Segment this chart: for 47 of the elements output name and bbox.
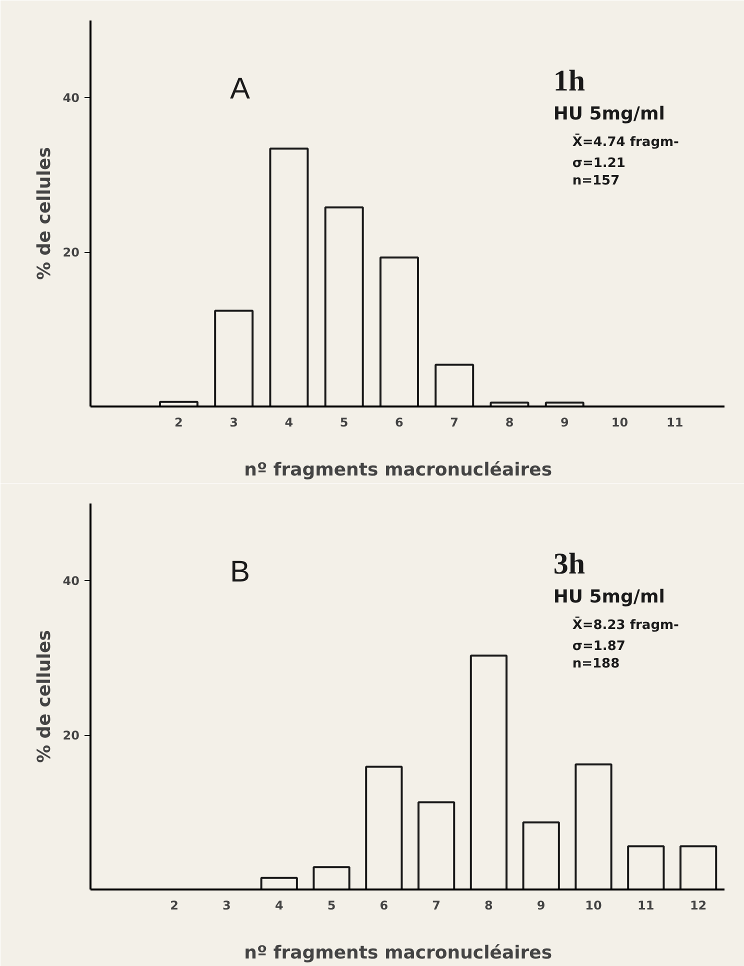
annotation: X̄=8.23 fragm- [572, 616, 679, 633]
bar [365, 766, 403, 890]
x-tick-label: 7 [432, 898, 441, 912]
bar [574, 763, 612, 890]
x-tick-label: 7 [450, 416, 459, 430]
x-tick-label: 2 [170, 898, 179, 912]
annotation: 3h [553, 548, 586, 581]
annotation: n=188 [572, 656, 620, 672]
annotation: 1h [553, 64, 586, 98]
x-tick-label: 9 [560, 416, 569, 430]
annotation: X̄=4.74 fragm- [572, 133, 679, 150]
y-axis-title: % de cellules [34, 630, 55, 763]
x-tick-label: 4 [284, 416, 294, 430]
y-tick-label: 40 [62, 91, 80, 106]
y-tick-label: 40 [62, 574, 80, 588]
annotation: B [230, 555, 250, 588]
annotation: n=157 [572, 173, 620, 188]
x-tick-label: 4 [274, 898, 284, 912]
x-tick-label: 6 [380, 898, 388, 912]
y-axis-title: % de cellules [34, 147, 55, 280]
y-tick-label: 20 [62, 728, 80, 743]
x-tick-label: 8 [505, 416, 514, 430]
x-tick-label: 8 [484, 898, 493, 912]
bar [324, 206, 364, 406]
x-tick-label: 9 [536, 898, 546, 912]
y-tick-label: 20 [62, 246, 80, 260]
x-tick-label: 11 [666, 416, 684, 430]
annotation: σ=1.21 [572, 156, 626, 172]
annotation: σ=1.87 [572, 639, 626, 654]
annotation: HU 5mg/ml [553, 586, 665, 608]
x-tick-label: 12 [690, 898, 707, 912]
x-tick-label: 2 [174, 416, 183, 430]
annotation: HU 5mg/ml [553, 104, 665, 125]
x-tick-label: 3 [230, 416, 238, 430]
bar [269, 148, 309, 406]
bar [379, 256, 419, 406]
x-tick-label: 5 [340, 416, 348, 430]
x-axis-title: nº fragments macronucléaires [244, 942, 552, 964]
x-tick-label: 3 [222, 898, 231, 912]
x-tick-label: 6 [395, 416, 404, 430]
annotation: A [230, 72, 250, 106]
x-tick-label: 11 [638, 898, 654, 912]
x-axis-title: nº fragments macronucléaires [244, 460, 552, 480]
x-tick-label: 10 [585, 898, 602, 912]
bar [470, 654, 508, 890]
x-tick-label: 10 [611, 416, 628, 430]
x-tick-label: 5 [327, 898, 336, 912]
